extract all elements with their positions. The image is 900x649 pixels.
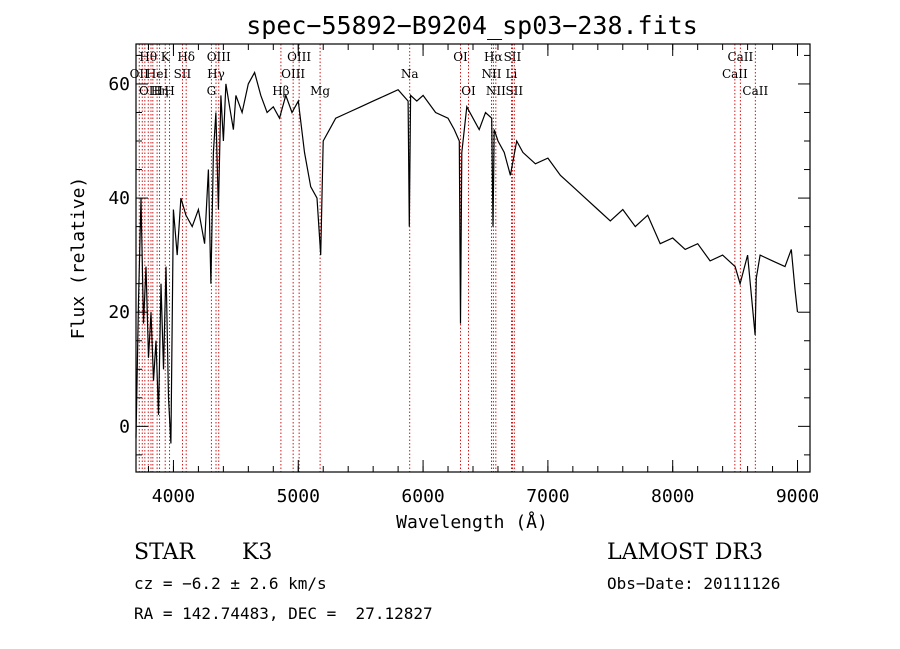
- line-label-11: Hδ: [177, 50, 195, 64]
- line-label-16: OIII: [281, 67, 305, 81]
- y-axis-label: Flux (relative): [68, 177, 89, 340]
- y-tick-label-3: 60: [108, 74, 130, 95]
- x-tick-label-0: 4000: [152, 486, 195, 507]
- line-label-27: SII: [505, 84, 523, 98]
- line-label-24: NII: [486, 84, 506, 98]
- spectrum-series-line: [135, 70, 799, 444]
- line-label-21: OI: [461, 84, 476, 98]
- line-label-7: Hη: [151, 84, 169, 98]
- x-tick-label-3: 7000: [526, 486, 569, 507]
- line-label-9: H: [164, 84, 174, 98]
- x-axis-label: Wavelength (Å): [396, 511, 548, 533]
- line-label-8: K: [161, 50, 171, 64]
- y-tick-label-0: 0: [119, 416, 130, 437]
- emission-line-labels: OIIHθOIIIHeIHηKHSIIHδGHγOIIIHβOIIIOIIIMg…: [130, 50, 769, 98]
- x-tick-label-1: 5000: [277, 486, 320, 507]
- line-label-3: Hθ: [139, 50, 157, 64]
- x-tick-label-2: 6000: [401, 486, 444, 507]
- y-axis-ticks: 0 20 40 60: [108, 54, 810, 456]
- line-label-14: OIII: [207, 50, 231, 64]
- line-label-18: Mg: [310, 84, 330, 98]
- object-subclass: K3: [242, 540, 273, 565]
- line-label-4: OIII: [139, 84, 163, 98]
- line-label-23: Hα: [484, 50, 503, 64]
- plot-frame: [135, 43, 811, 473]
- line-label-20: OI: [453, 50, 468, 64]
- observation-date: Obs−Date: 20111126: [607, 574, 781, 593]
- chart-title: spec−55892−B9204_sp03−238.fits: [246, 11, 698, 40]
- line-label-30: CaII: [742, 84, 768, 98]
- x-tick-label-5: 9000: [776, 486, 819, 507]
- line-label-15: Hβ: [272, 84, 289, 98]
- x-axis-ticks: 4000 5000 6000 7000 8000 9000: [147, 44, 819, 507]
- object-class: STAR: [134, 540, 195, 565]
- line-label-28: CaII: [722, 67, 748, 81]
- y-tick-label-1: 20: [108, 302, 130, 323]
- line-label-10: SII: [174, 67, 192, 81]
- line-label-0: OII: [130, 67, 150, 81]
- line-label-13: Hγ: [207, 67, 225, 81]
- x-tick-label-4: 8000: [651, 486, 694, 507]
- line-label-19: Na: [401, 67, 419, 81]
- line-label-12: G: [207, 84, 217, 98]
- line-label-17: OIII: [287, 50, 311, 64]
- redshift-velocity: cz = −6.2 ± 2.6 km/s: [134, 574, 327, 593]
- line-label-25: Li: [506, 67, 518, 81]
- survey-name: LAMOST DR3: [607, 540, 763, 565]
- line-label-26: SII: [504, 50, 522, 64]
- line-label-6: HeI: [146, 67, 169, 81]
- line-label-22: NII: [481, 67, 501, 81]
- line-label-29: CaII: [727, 50, 753, 64]
- coordinates: RA = 142.74483, DEC = 27.12827: [134, 604, 433, 623]
- emission-line-markers: [138, 44, 756, 472]
- y-tick-label-2: 40: [108, 188, 130, 209]
